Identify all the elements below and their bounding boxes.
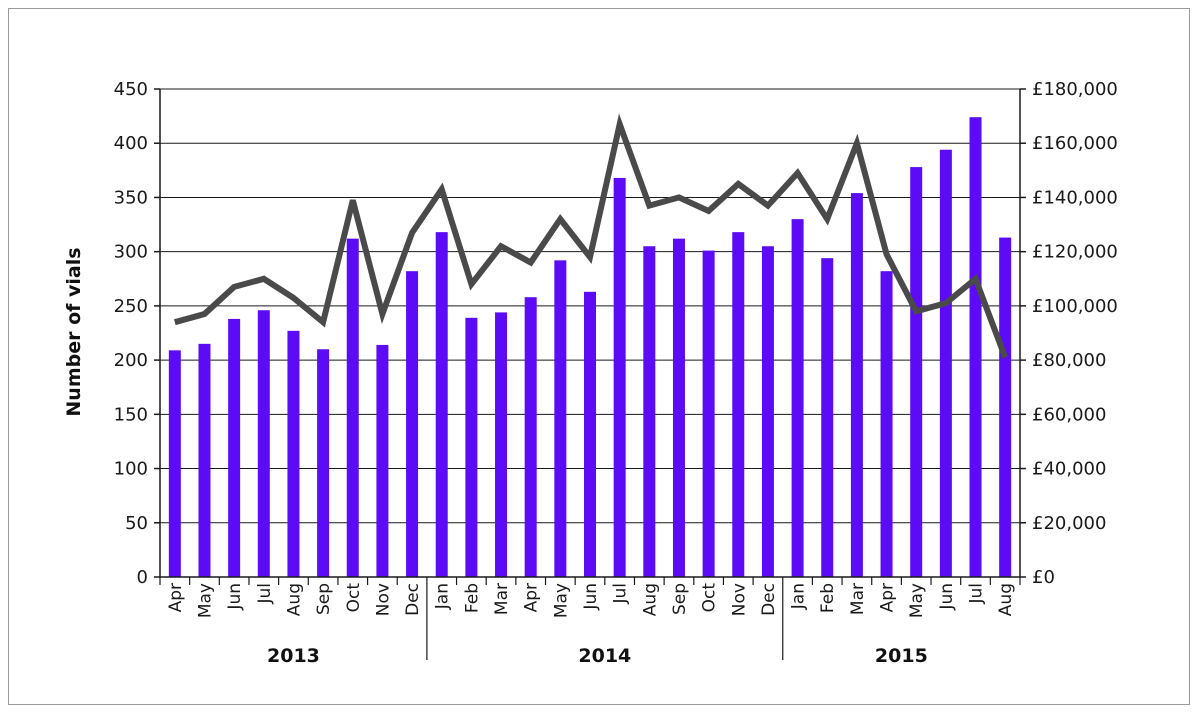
right-tick-label-1: £20,000 bbox=[1032, 513, 1106, 534]
category-label-6: Oct bbox=[344, 583, 364, 613]
right-tick-label-5: £100,000 bbox=[1032, 296, 1118, 317]
bar-7 bbox=[376, 344, 389, 577]
right-tick-label-9: £180,000 bbox=[1032, 79, 1118, 100]
category-label-4: Aug bbox=[284, 583, 304, 616]
bar-27 bbox=[969, 117, 982, 577]
bar-0 bbox=[168, 350, 181, 577]
cost-line bbox=[174, 113, 1009, 359]
bar-24 bbox=[880, 271, 893, 577]
bar-9 bbox=[435, 232, 448, 577]
right-tick-label-2: £40,000 bbox=[1032, 459, 1106, 480]
category-labels: Apr May Jun Jul Aug Sep Oct Nov Dec Jan Feb Mar Apr M… bbox=[166, 583, 1016, 618]
category-label-15: Jul bbox=[611, 583, 631, 605]
category-label-14: Jun bbox=[581, 583, 601, 611]
category-label-16: Aug bbox=[640, 583, 660, 616]
bar-4 bbox=[287, 330, 300, 577]
year-label-2013: 2013 bbox=[267, 645, 320, 667]
bar-19 bbox=[732, 232, 745, 577]
category-label-8: Dec bbox=[403, 583, 423, 616]
category-label-0: Apr bbox=[166, 583, 186, 612]
category-label-17: Sep bbox=[670, 583, 690, 615]
year-label-2015: 2015 bbox=[875, 645, 928, 667]
right-tick-label-4: £80,000 bbox=[1032, 350, 1106, 371]
right-tick-label-8: £160,000 bbox=[1032, 133, 1118, 154]
line-series bbox=[174, 113, 1009, 359]
category-label-19: Nov bbox=[729, 583, 749, 616]
bar-3 bbox=[257, 310, 270, 577]
bar-26 bbox=[939, 149, 952, 577]
category-label-1: May bbox=[195, 583, 215, 618]
left-tick-label-6: 300 bbox=[114, 242, 148, 263]
category-label-20: Dec bbox=[759, 583, 779, 616]
bar-12 bbox=[524, 297, 537, 577]
left-tick-label-4: 200 bbox=[114, 350, 148, 371]
category-label-12: Apr bbox=[522, 583, 542, 612]
category-label-24: Apr bbox=[878, 583, 898, 612]
category-label-3: Jul bbox=[255, 583, 275, 605]
bar-28 bbox=[999, 237, 1012, 577]
bar-5 bbox=[317, 349, 330, 577]
category-label-7: Nov bbox=[373, 583, 393, 616]
bar-13 bbox=[554, 260, 567, 577]
bar-20 bbox=[761, 246, 774, 577]
category-label-9: Jan bbox=[433, 583, 453, 610]
bar-1 bbox=[198, 343, 211, 577]
bar-15 bbox=[613, 177, 626, 577]
bar-8 bbox=[406, 271, 419, 577]
bar-17 bbox=[672, 238, 685, 578]
category-label-25: May bbox=[907, 583, 927, 618]
category-label-2: Jun bbox=[225, 583, 245, 611]
left-tick-label-9: 450 bbox=[114, 79, 148, 100]
right-tick-label-7: £140,000 bbox=[1032, 187, 1118, 208]
category-label-22: Feb bbox=[818, 583, 838, 613]
axes bbox=[154, 88, 1026, 585]
left-tick-label-2: 100 bbox=[114, 459, 148, 480]
bar-14 bbox=[584, 291, 596, 577]
bar-11 bbox=[495, 312, 508, 577]
year-labels: 2013 2014 2015 bbox=[267, 585, 928, 667]
category-label-18: Oct bbox=[700, 583, 720, 613]
right-tick-label-3: £60,000 bbox=[1032, 404, 1106, 425]
category-label-23: Mar bbox=[848, 583, 868, 615]
category-label-21: Jan bbox=[789, 583, 809, 610]
bar-23 bbox=[850, 193, 863, 577]
category-label-11: Mar bbox=[492, 583, 512, 615]
left-tick-label-5: 250 bbox=[114, 296, 148, 317]
chart-frame bbox=[8, 8, 1190, 705]
bar-25 bbox=[910, 167, 923, 577]
bar-series bbox=[168, 117, 1012, 578]
bar-10 bbox=[465, 317, 478, 577]
bar-2 bbox=[228, 318, 241, 577]
left-axis-labels: 0 50 100 150 200 250 300 350 400 450 bbox=[114, 79, 148, 588]
right-tick-label-6: £120,000 bbox=[1032, 242, 1118, 263]
right-axis-labels: £0 £20,000 £40,000 £60,000 £80,000 £100,000 £1… bbox=[1032, 79, 1118, 588]
year-label-2014: 2014 bbox=[578, 645, 631, 667]
left-tick-label-3: 150 bbox=[114, 404, 148, 425]
category-label-27: Jul bbox=[967, 583, 987, 605]
left-tick-label-0: 0 bbox=[137, 567, 148, 588]
left-tick-label-8: 400 bbox=[114, 133, 148, 154]
y-axis-title: Number of vials bbox=[63, 247, 85, 416]
left-tick-label-7: 350 bbox=[114, 187, 148, 208]
bar-21 bbox=[791, 219, 804, 577]
category-label-10: Feb bbox=[462, 583, 482, 613]
bar-16 bbox=[643, 246, 656, 577]
left-tick-label-1: 50 bbox=[125, 513, 148, 534]
category-label-13: May bbox=[551, 583, 571, 618]
bar-6 bbox=[346, 238, 359, 578]
bar-18 bbox=[702, 250, 715, 578]
category-label-26: Jun bbox=[937, 583, 957, 611]
right-tick-label-0: £0 bbox=[1032, 567, 1055, 588]
category-label-28: Aug bbox=[996, 583, 1016, 616]
bar-22 bbox=[821, 258, 834, 577]
category-label-5: Sep bbox=[314, 583, 334, 615]
